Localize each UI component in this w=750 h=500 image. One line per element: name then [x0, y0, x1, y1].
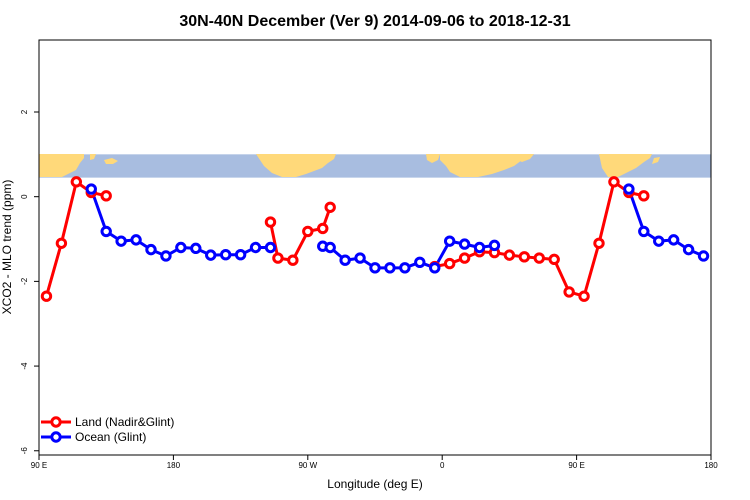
land-point-1 — [55, 237, 68, 249]
legend-label-ocean: Ocean (Glint) — [75, 430, 146, 444]
ocean-point-10 — [234, 248, 247, 261]
land-point-7 — [287, 254, 299, 266]
legend: Land (Nadir&Glint) Ocean (Glint) — [41, 415, 174, 444]
land-point-16 — [503, 249, 516, 261]
map-ocean — [39, 154, 711, 178]
y-tick-label-4: 2 — [20, 109, 29, 114]
ocean-point-5 — [160, 250, 172, 262]
ocean-point-17 — [369, 262, 381, 274]
y-tick-label-0: -6 — [20, 447, 29, 455]
ocean-point-20 — [414, 256, 426, 269]
ocean-point-21 — [429, 262, 441, 274]
x-tick-label-0: 90 E — [31, 461, 47, 470]
x-tick-label-4: 90 E — [568, 461, 584, 470]
land-point-5 — [264, 216, 277, 228]
y-axis-label: XCO2 - MLO trend (ppm) — [0, 180, 14, 315]
ocean-point-23 — [458, 238, 471, 250]
ocean-point-24 — [473, 241, 486, 254]
ocean-point-27 — [638, 225, 650, 238]
ocean-point-7 — [190, 242, 202, 255]
ocean-point-2 — [115, 235, 127, 247]
land-point-4 — [100, 190, 112, 202]
ocean-point-22 — [443, 235, 456, 247]
ocean-point-9 — [219, 248, 232, 261]
legend-label-land: Land (Nadir&Glint) — [75, 415, 174, 429]
ocean-point-25 — [488, 239, 501, 252]
land-point-19 — [548, 253, 560, 266]
x-axis-label: Longitude (deg E) — [327, 477, 422, 491]
land-point-25 — [638, 190, 650, 202]
ocean-point-11 — [249, 241, 262, 254]
legend-item-ocean: Ocean (Glint) — [41, 430, 146, 444]
ocean-point-8 — [205, 249, 217, 261]
legend-item-land: Land (Nadir&Glint) — [41, 415, 174, 429]
y-tick-label-1: -4 — [20, 362, 29, 370]
ocean-point-0 — [85, 183, 97, 195]
y-axis: -6 -4 -2 0 2 — [20, 109, 39, 454]
ocean-point-14 — [324, 241, 336, 254]
land-point-18 — [533, 252, 545, 264]
x-tick-label-5: 180 — [704, 461, 718, 470]
land-point-17 — [518, 251, 531, 263]
x-tick-label-2: 90 W — [298, 461, 317, 470]
x-tick-label-3: 0 — [440, 461, 445, 470]
land-point-9 — [317, 222, 329, 235]
ocean-point-29 — [667, 234, 680, 246]
land-point-10 — [324, 201, 336, 213]
land-point-23 — [608, 176, 620, 188]
series-layer — [40, 176, 710, 302]
chart-title: 30N-40N December (Ver 9) 2014-09-06 to 2… — [179, 13, 570, 30]
x-axis: 90 E 180 90 W 0 90 E 180 — [31, 455, 718, 470]
ocean-point-19 — [399, 262, 411, 274]
ocean-point-18 — [384, 262, 396, 274]
land-series-line-0 — [45, 180, 107, 297]
ocean-point-31 — [697, 250, 710, 262]
legend-marker-land — [50, 416, 62, 428]
map-land — [39, 154, 660, 177]
plot-frame — [38, 39, 712, 456]
ocean-point-6 — [175, 241, 187, 254]
ocean-point-16 — [354, 252, 366, 264]
ocean-point-12 — [264, 241, 277, 254]
land-point-22 — [593, 237, 605, 249]
land-point-6 — [272, 252, 284, 264]
land-point-13 — [458, 252, 471, 264]
ocean-point-15 — [339, 254, 351, 266]
land-point-8 — [302, 225, 314, 238]
land-point-12 — [443, 257, 456, 270]
ocean-point-28 — [653, 235, 665, 247]
y-tick-label-2: -2 — [20, 277, 29, 285]
land-point-21 — [578, 290, 590, 302]
x-tick-label-1: 180 — [167, 461, 181, 470]
ocean-point-4 — [145, 243, 157, 256]
legend-marker-ocean — [50, 431, 62, 443]
y-tick-label-3: 0 — [20, 194, 29, 199]
ocean-point-1 — [100, 225, 112, 238]
land-point-20 — [563, 286, 575, 298]
map-strip — [39, 154, 711, 178]
ocean-point-26 — [623, 183, 635, 195]
land-point-0 — [40, 290, 53, 302]
land-point-2 — [70, 176, 83, 188]
ocean-point-30 — [682, 243, 695, 256]
ocean-point-3 — [130, 234, 142, 246]
